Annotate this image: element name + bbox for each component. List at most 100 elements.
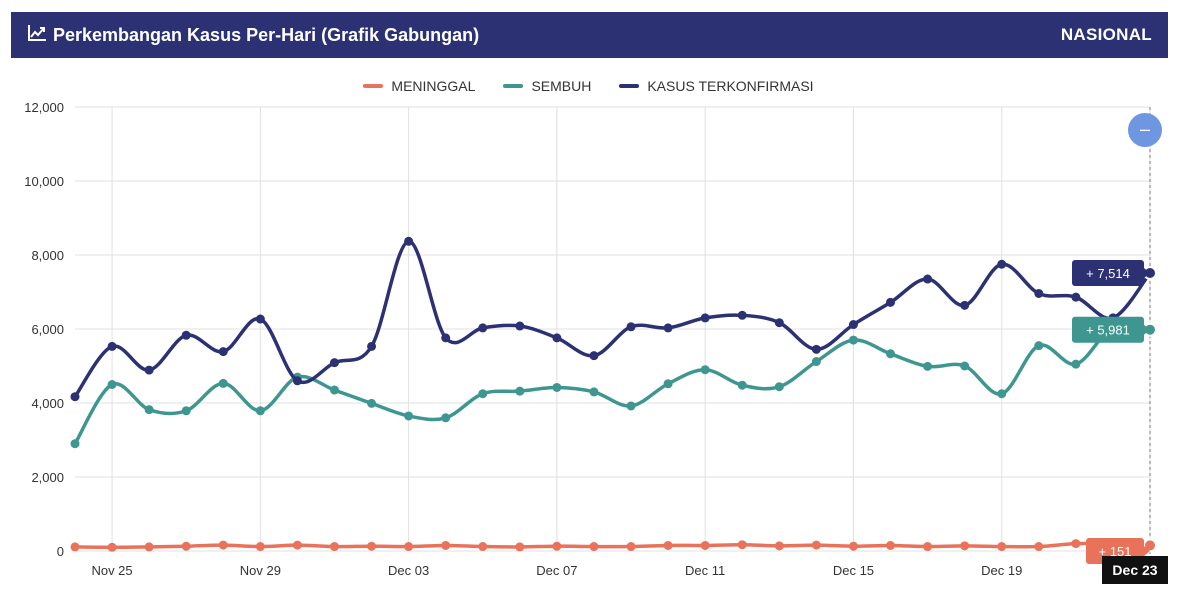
legend-item-meninggal[interactable]: MENINGGAL xyxy=(363,78,475,94)
data-point-sembuh xyxy=(404,411,414,421)
data-point-sembuh xyxy=(811,357,821,367)
data-point-meninggal xyxy=(515,542,525,552)
data-point-sembuh xyxy=(329,385,339,395)
region-label[interactable]: NASIONAL xyxy=(1060,25,1152,44)
data-point-sembuh xyxy=(626,401,636,411)
y-tick-label: 2,000 xyxy=(31,470,64,485)
tooltip-confirmed-text: + 7,514 xyxy=(1086,266,1130,281)
x-tick-label: Dec 03 xyxy=(388,563,429,578)
tooltip-date-text: Dec 23 xyxy=(1112,562,1157,578)
data-point-meninggal xyxy=(1071,539,1081,549)
data-point-meninggal xyxy=(181,541,191,551)
legend-item-kasus-terkonfirmasi[interactable]: KASUS TERKONFIRMASI xyxy=(619,78,814,94)
y-tick-label: 12,000 xyxy=(24,100,64,115)
y-tick-label: 4,000 xyxy=(31,396,64,411)
tooltip-confirmed-box xyxy=(1072,259,1144,286)
data-point-kasus-terkonfirmasi xyxy=(923,274,933,284)
x-tick-label: Nov 29 xyxy=(240,563,281,578)
data-point-sembuh xyxy=(367,398,377,408)
data-point-sembuh xyxy=(441,413,451,423)
data-point-meninggal xyxy=(774,541,784,551)
chart-header: Perkembangan Kasus Per-Hari (Grafik Gabu… xyxy=(11,12,1168,58)
tooltip-confirmed-arrow xyxy=(1144,267,1150,278)
y-tick-label: 6,000 xyxy=(31,322,64,337)
data-point-kasus-terkonfirmasi xyxy=(441,333,451,343)
data-point-kasus-terkonfirmasi xyxy=(1071,292,1081,302)
tooltip-recovered-arrow xyxy=(1144,324,1150,335)
data-point-meninggal xyxy=(626,542,636,552)
line-chart-icon xyxy=(27,24,47,47)
x-tick-label: Dec 07 xyxy=(536,563,577,578)
x-tick-label: Dec 11 xyxy=(685,563,725,578)
data-point-meninggal xyxy=(960,541,970,551)
data-point-meninggal xyxy=(552,541,562,551)
tooltip-deaths-text: + 151 xyxy=(1099,544,1132,559)
data-point-meninggal xyxy=(1034,542,1044,552)
data-point-sembuh xyxy=(886,349,896,359)
data-point-kasus-terkonfirmasi xyxy=(960,300,970,310)
data-point-sembuh xyxy=(997,389,1007,399)
data-point-sembuh xyxy=(552,382,562,392)
data-point-kasus-terkonfirmasi xyxy=(626,322,636,332)
data-point-sembuh xyxy=(960,361,970,371)
data-point-kasus-terkonfirmasi xyxy=(144,365,154,375)
y-tick-label: 10,000 xyxy=(24,174,64,189)
data-point-sembuh xyxy=(774,382,784,392)
data-point-kasus-terkonfirmasi xyxy=(515,321,525,331)
tooltip-recovered-text: + 5,981 xyxy=(1086,323,1130,338)
tooltip-recovered-box xyxy=(1072,316,1144,343)
data-point-meninggal xyxy=(663,540,673,550)
data-point-meninggal xyxy=(923,542,933,552)
data-point-sembuh xyxy=(923,361,933,371)
data-point-meninggal xyxy=(367,541,377,551)
data-point-meninggal xyxy=(218,540,228,550)
header-title-group: Perkembangan Kasus Per-Hari (Grafik Gabu… xyxy=(27,24,479,47)
x-tick-label: Dec 15 xyxy=(833,563,874,578)
legend-swatch-sembuh xyxy=(503,84,524,88)
data-point-sembuh xyxy=(1034,341,1044,351)
data-point-sembuh xyxy=(478,389,488,399)
legend-label-kasus-terkonfirmasi: KASUS TERKONFIRMASI xyxy=(647,78,814,94)
series-line-sembuh xyxy=(73,323,1151,445)
data-point-sembuh xyxy=(515,386,525,396)
data-point-kasus-terkonfirmasi xyxy=(107,341,117,351)
legend-item-sembuh[interactable]: SEMBUH xyxy=(503,78,591,94)
y-tick-label: 0 xyxy=(57,544,64,559)
y-tick-label: 8,000 xyxy=(31,248,64,263)
data-point-meninggal xyxy=(589,542,599,552)
data-point-kasus-terkonfirmasi xyxy=(663,323,673,333)
data-point-meninggal xyxy=(737,540,747,550)
data-point-meninggal xyxy=(997,542,1007,552)
data-point-kasus-terkonfirmasi xyxy=(218,347,228,357)
data-point-kasus-terkonfirmasi xyxy=(811,344,821,354)
data-point-sembuh xyxy=(737,380,747,390)
data-point-kasus-terkonfirmasi xyxy=(478,323,488,333)
data-point-kasus-terkonfirmasi xyxy=(848,320,858,330)
data-point-sembuh xyxy=(255,406,265,416)
data-point-meninggal xyxy=(700,540,710,550)
data-point-sembuh xyxy=(181,406,191,416)
data-point-kasus-terkonfirmasi xyxy=(737,310,747,320)
data-point-sembuh xyxy=(1071,359,1081,369)
data-point-meninggal xyxy=(255,542,265,552)
data-point-sembuh xyxy=(218,378,228,388)
data-point-kasus-terkonfirmasi xyxy=(552,333,562,343)
tooltip-date-box xyxy=(1102,556,1168,584)
data-point-meninggal xyxy=(70,542,80,552)
data-point-meninggal xyxy=(404,542,414,552)
data-point-meninggal xyxy=(848,541,858,551)
data-point-sembuh xyxy=(663,379,673,389)
data-point-sembuh xyxy=(700,365,710,375)
tooltip-deaths-arrow xyxy=(1144,546,1150,556)
data-point-kasus-terkonfirmasi xyxy=(329,358,339,368)
data-point-meninggal xyxy=(441,540,451,550)
data-point-sembuh xyxy=(144,405,154,415)
zoom-reset-button[interactable]: – xyxy=(1128,113,1162,147)
minus-icon: – xyxy=(1139,119,1150,139)
data-point-kasus-terkonfirmasi xyxy=(255,314,265,324)
legend-label-sembuh: SEMBUH xyxy=(531,78,592,94)
chart-legend: MENINGGAL SEMBUH KASUS TERKONFIRMASI xyxy=(0,78,1177,94)
series-line-kasus-terkonfirmasi xyxy=(73,239,1152,398)
data-point-kasus-terkonfirmasi xyxy=(404,236,414,246)
